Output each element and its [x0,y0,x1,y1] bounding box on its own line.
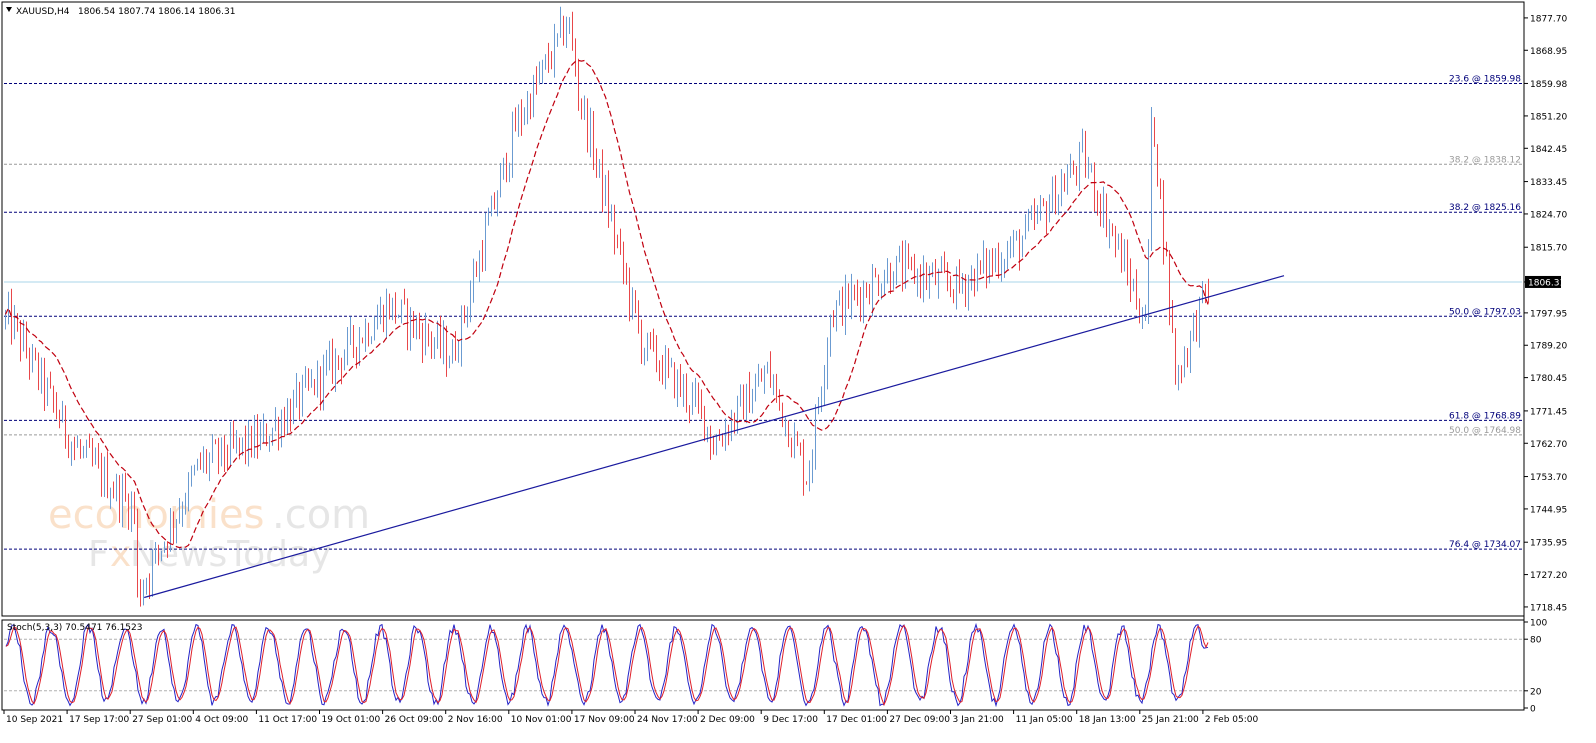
time-tick-label: 26 Oct 09:00 [385,715,444,725]
time-tick-label: 17 Dec 01:00 [826,715,887,725]
time-tick-label: 17 Nov 09:00 [574,715,635,725]
time-tick-label: 9 Dec 17:00 [763,715,818,725]
time-tick-label: 4 Oct 09:00 [195,715,248,725]
watermark-dotcom: .com [272,492,370,538]
stoch-tick-label: 100 [1530,619,1547,629]
price-tick-label: 1735.95 [1530,539,1567,549]
price-tick-label: 1842.45 [1530,145,1567,155]
time-tick-label: 10 Nov 01:00 [511,715,572,725]
fib-level-label: 38.2 @ 1825.16 [1449,203,1521,213]
candlesticks [5,6,1209,607]
time-tick-label: 25 Jan 21:00 [1142,715,1199,725]
time-tick-label: 11 Oct 17:00 [258,715,317,725]
price-tick-label: 1771.45 [1530,407,1567,417]
price-tick-label: 1859.98 [1530,80,1567,90]
watermark-newstoday: NewsToday [130,534,331,575]
time-tick-label: 17 Sep 17:00 [69,715,129,725]
ascending-trendline[interactable] [144,275,1285,599]
fib-level-label: 61.8 @ 1768.89 [1449,411,1521,421]
time-tick-label: 10 Sep 2021 [6,715,63,725]
price-tick-label: 1877.70 [1530,14,1567,24]
trendline-group [144,275,1285,599]
time-tick-label: 24 Nov 17:00 [637,715,698,725]
time-tick-label: 27 Sep 01:00 [132,715,192,725]
stochastic-oscillator: 100 80 20 0 [4,619,1547,715]
time-tick-label: 27 Dec 09:00 [889,715,950,725]
time-tick-label: 2 Nov 16:00 [448,715,503,725]
stoch-signal-line [5,624,1209,707]
time-axis-labels: 10 Sep 2021 17 Sep 17:00 27 Sep 01:00 4 Oct… [3,710,1259,725]
price-tick-label: 1727.20 [1530,571,1567,581]
collapse-triangle-icon[interactable] [6,7,12,12]
moving-average-line [4,59,1210,549]
price-tick-label: 1815.70 [1530,244,1567,254]
fib-level-label: 50.0 @ 1764.98 [1449,426,1521,436]
price-tick-label: 1718.45 [1530,603,1567,613]
watermark-economies: economies [48,492,264,538]
time-tick-label: 3 Jan 21:00 [953,715,1005,725]
ohlc-values: 1806.54 1807.74 1806.14 1806.31 [78,7,235,17]
price-axis-labels: 1877.70 1868.95 1859.98 1851.20 1842.45 1833.… [1524,14,1567,613]
stoch-tick-label: 20 [1530,687,1542,697]
current-price-label: 1806.31 [1528,278,1565,288]
price-tick-label: 1824.70 [1530,210,1567,220]
current-price-box [1525,275,1561,288]
watermark-fx-x: x [110,534,131,575]
fib-level-label: 76.4 @ 1734.07 [1449,540,1521,550]
price-tick-label: 1780.45 [1530,374,1567,384]
stoch-tick-label: 0 [1530,705,1536,715]
price-tick-label: 1851.20 [1530,112,1567,122]
stoch-tick-label: 80 [1530,636,1542,646]
fibonacci-levels: 23.6 @ 1859.98 38.2 @ 1838.12 38.2 @ 1825.… [4,74,1522,550]
watermark: economies .com F x NewsToday [48,492,370,575]
price-tick-label: 1833.45 [1530,178,1567,188]
time-tick-label: 2 Dec 09:00 [700,715,755,725]
fib-level-label: 50.0 @ 1797.03 [1449,307,1521,317]
symbol-label: XAUUSD,H4 [16,7,70,17]
price-tick-label: 1789.20 [1530,342,1567,352]
price-tick-label: 1797.95 [1530,309,1567,319]
price-tick-label: 1744.95 [1530,505,1567,515]
price-tick-label: 1868.95 [1530,47,1567,57]
price-tick-label: 1762.70 [1530,440,1567,450]
stoch-main-line [5,622,1209,708]
moving-average [4,59,1210,549]
time-tick-label: 11 Jan 05:00 [1016,715,1073,725]
watermark-fx-f: F [88,534,109,575]
fib-level-label: 38.2 @ 1838.12 [1449,155,1521,165]
price-tick-label: 1753.70 [1530,473,1567,483]
time-tick-label: 18 Jan 13:00 [1079,715,1136,725]
stoch-title: Stoch(5,3,3) 70.5471 76.1523 [7,623,142,633]
fib-level-label: 23.6 @ 1859.98 [1449,74,1521,84]
time-tick-label: 19 Oct 01:00 [322,715,381,725]
time-tick-label: 2 Feb 05:00 [1205,715,1259,725]
